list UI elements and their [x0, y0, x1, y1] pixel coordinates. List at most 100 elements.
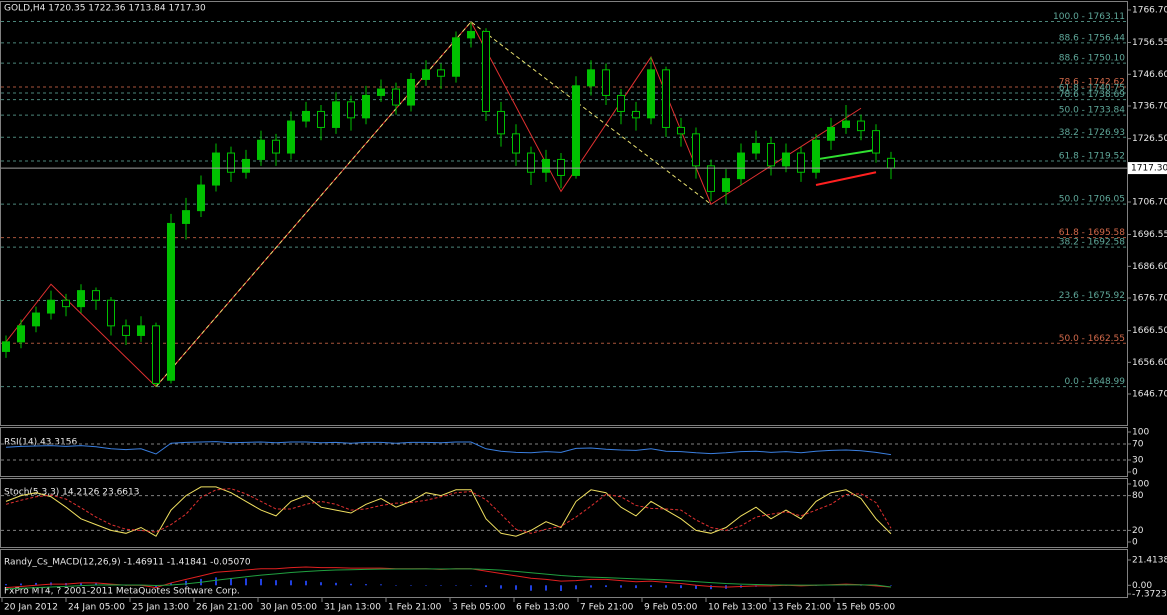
- y-tick-label: 21.4138: [1132, 556, 1167, 566]
- histogram-bar: [620, 585, 622, 588]
- y-tick-label: 1686.60: [1132, 262, 1167, 272]
- histogram-bar: [500, 585, 502, 589]
- histogram-bar: [890, 585, 892, 586]
- x-tick-label: 30 Jan 05:00: [260, 603, 317, 613]
- candle-body: [377, 88, 385, 96]
- candle-body: [167, 222, 175, 381]
- y-tick-label: 70: [1132, 440, 1144, 450]
- candle-body: [422, 69, 430, 80]
- histogram-bar: [290, 580, 292, 586]
- fib-label: 23.6 - 1675.92: [1059, 291, 1125, 301]
- histogram-bar: [680, 585, 682, 589]
- indicator-line: [5, 488, 892, 534]
- y-tick-label: 1646.70: [1132, 390, 1167, 400]
- histogram-bar: [425, 585, 427, 586]
- current-price-label: 1717.30: [1131, 164, 1167, 174]
- y-tick-label: 1666.50: [1132, 326, 1167, 336]
- histogram-bar: [305, 580, 307, 586]
- candle-body: [512, 133, 520, 154]
- x-tick-label: 1 Feb 21:00: [388, 603, 442, 613]
- candle-body: [92, 290, 100, 301]
- trend-line: [815, 171, 877, 187]
- histogram-bar: [560, 585, 562, 591]
- fib-label: 50.0 - 1706.05: [1059, 195, 1125, 205]
- candle-body: [227, 152, 235, 173]
- y-tick-label: 1656.60: [1132, 358, 1167, 368]
- indicator-line: [5, 441, 892, 456]
- candle-body: [197, 184, 205, 212]
- macd-panel: [0, 549, 1128, 598]
- y-tick-label: 1676.70: [1132, 294, 1167, 304]
- histogram-bar: [230, 577, 232, 586]
- histogram-bar: [515, 585, 517, 590]
- fib-label: 61.8 - 1740.75: [1059, 84, 1125, 94]
- x-tick-label: 25 Jan 13:00: [132, 603, 189, 613]
- rsi-panel: [0, 427, 1128, 477]
- candle-body: [632, 110, 640, 119]
- candle-body: [62, 299, 70, 308]
- histogram-bar: [380, 584, 382, 586]
- y-tick-label: 1696.55: [1132, 230, 1167, 240]
- panel-title: RSI(14) 43.3156: [4, 438, 77, 448]
- candle-body: [662, 69, 670, 128]
- histogram-bar: [170, 583, 172, 586]
- histogram-bar: [335, 582, 337, 586]
- candle-body: [467, 30, 475, 39]
- y-tick-label: 0: [1132, 538, 1138, 548]
- x-tick-label: 10 Feb 13:00: [708, 603, 767, 613]
- y-tick-label: -7.3723: [1132, 590, 1167, 600]
- histogram-bar: [590, 585, 592, 588]
- histogram-bar: [410, 585, 412, 586]
- candle-body: [152, 325, 160, 384]
- candle-body: [212, 152, 220, 186]
- histogram-bar: [575, 585, 577, 590]
- main-panel: [0, 1, 1128, 426]
- candle-body: [407, 78, 415, 106]
- y-tick-label: 20: [1132, 526, 1144, 536]
- candle-body: [437, 69, 445, 77]
- candle-body: [332, 101, 340, 128]
- candle-body: [767, 142, 775, 167]
- histogram-bar: [320, 582, 322, 586]
- candle-body: [572, 85, 580, 176]
- candle-body: [722, 178, 730, 192]
- histogram-bar: [155, 585, 157, 588]
- candle-body: [872, 130, 880, 154]
- y-tick-label: 1766.70: [1132, 6, 1167, 16]
- histogram-bar: [80, 582, 82, 586]
- histogram-bar: [650, 585, 652, 588]
- x-tick-label: 6 Feb 13:00: [516, 603, 570, 613]
- candle-body: [812, 139, 820, 173]
- indicator-line: [5, 568, 892, 590]
- fib-label: 38.2 - 1726.93: [1059, 128, 1125, 138]
- x-tick-label: 20 Jan 2012: [4, 603, 58, 613]
- candle-body: [317, 110, 325, 128]
- candle-body: [782, 152, 790, 167]
- candle-body: [482, 30, 490, 112]
- histogram-bar: [245, 578, 247, 586]
- histogram-bar: [35, 582, 37, 586]
- histogram-bar: [440, 585, 442, 586]
- fib-label: 61.8 - 1719.52: [1059, 151, 1125, 161]
- candle-body: [587, 69, 595, 87]
- fib-label: 0.0 - 1648.99: [1065, 377, 1126, 387]
- candle-body: [542, 158, 550, 173]
- histogram-bar: [350, 583, 352, 586]
- candle-body: [827, 126, 835, 141]
- fib-label: 38.2 - 1692.58: [1059, 238, 1125, 248]
- x-tick-label: 15 Feb 05:00: [836, 603, 895, 613]
- candle-body: [887, 157, 895, 169]
- y-tick-label: 0.00: [1132, 581, 1152, 591]
- fib-label: 61.8 - 1695.58: [1059, 228, 1125, 238]
- candle-body: [527, 152, 535, 173]
- candle-body: [2, 341, 10, 352]
- y-tick-label: 1706.70: [1132, 198, 1167, 208]
- fib-label: 78.6 - 1742.62: [1059, 78, 1125, 88]
- fib-label: 78.6 - 1738.69: [1059, 90, 1125, 100]
- histogram-bar: [665, 585, 667, 588]
- footer: FxPro MT4, ? 2001-2011 MetaQuotes Softwa…: [4, 587, 240, 597]
- histogram-bar: [215, 577, 217, 586]
- y-tick-label: 1726.50: [1132, 134, 1167, 144]
- histogram-bar: [365, 584, 367, 586]
